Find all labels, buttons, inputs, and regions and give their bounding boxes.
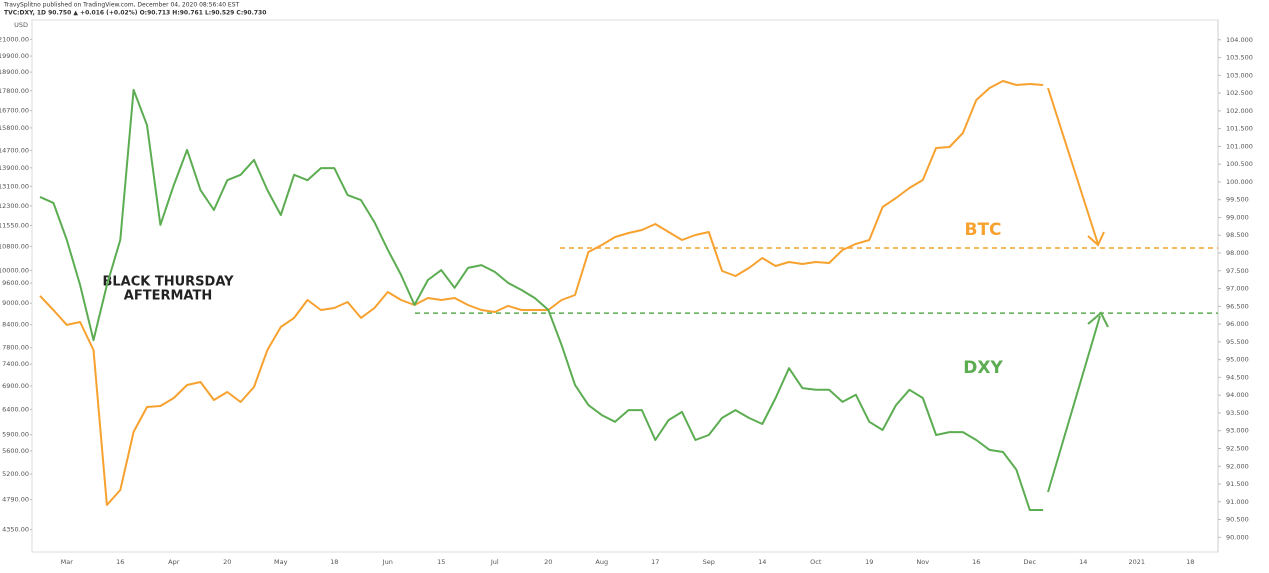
annotation: AFTERMATH xyxy=(124,289,212,304)
y2-tick-label: 92.000 xyxy=(1226,462,1249,470)
y2-tick-label: 102.000 xyxy=(1226,107,1253,115)
y-tick-label: 10800.00 xyxy=(0,242,29,250)
y-tick-label: 8400.00 xyxy=(2,321,29,329)
y-tick-label: 4350.00 xyxy=(2,526,29,534)
x-tick-label: Oct xyxy=(810,558,822,566)
y-tick-label: 5900.00 xyxy=(2,431,29,439)
y-tick-label: 18900.00 xyxy=(0,68,29,76)
x-tick-label: Jun xyxy=(382,558,393,566)
y-tick-label: 5200.00 xyxy=(2,470,29,478)
y-tick-label: 14700.00 xyxy=(0,146,29,154)
x-tick-label: Mar xyxy=(61,558,74,566)
y2-tick-label: 100.000 xyxy=(1226,178,1253,186)
y2-tick-label: 95.500 xyxy=(1226,338,1249,346)
y2-tick-label: 93.500 xyxy=(1226,409,1249,417)
y2-tick-label: 90.500 xyxy=(1226,516,1249,524)
y2-tick-label: 98.000 xyxy=(1226,249,1249,257)
x-tick-label: Aug xyxy=(595,558,608,566)
y-tick-label: 7800.00 xyxy=(2,344,29,352)
y-tick-label: 13100.00 xyxy=(0,182,29,190)
y2-tick-label: 101.000 xyxy=(1226,142,1253,150)
y-tick-label: 12300.00 xyxy=(0,202,29,210)
y-tick-label: 21000.00 xyxy=(0,35,29,43)
x-tick-label: Jul xyxy=(490,558,499,566)
series-label: DXY xyxy=(963,358,1003,378)
x-tick-label: 15 xyxy=(437,558,445,566)
x-tick-label: Apr xyxy=(168,558,180,566)
x-tick-label: Dec xyxy=(1023,558,1036,566)
y2-tick-label: 96.000 xyxy=(1226,320,1249,328)
y2-tick-label: 93.000 xyxy=(1226,427,1249,435)
y-tick-label: 6400.00 xyxy=(2,405,29,413)
y-tick-label: 10000.00 xyxy=(0,266,29,274)
series-line xyxy=(39,88,1044,511)
y2-tick-label: 94.000 xyxy=(1226,391,1249,399)
y2-tick-label: 90.000 xyxy=(1226,533,1249,541)
x-tick-label: Nov xyxy=(916,558,929,566)
y2-tick-label: 99.000 xyxy=(1226,213,1249,221)
y-tick-label: 13900.00 xyxy=(0,164,29,172)
x-tick-label: 14 xyxy=(1079,558,1087,566)
x-tick-label: May xyxy=(274,558,288,566)
y-tick-label: 11550.00 xyxy=(0,221,29,229)
y2-tick-label: 104.000 xyxy=(1226,36,1253,44)
x-tick-label: 18 xyxy=(1186,558,1194,566)
annotation: BLACK THURSDAY xyxy=(102,275,234,290)
x-tick-label: 14 xyxy=(758,558,766,566)
x-tick-label: 2021 xyxy=(1128,558,1145,566)
y2-tick-label: 96.500 xyxy=(1226,302,1249,310)
x-tick-label: 20 xyxy=(544,558,552,566)
y2-tick-label: 102.500 xyxy=(1226,89,1253,97)
series-line xyxy=(39,80,1044,506)
arrow xyxy=(1047,87,1105,247)
chart-title: TravySplitno published on TradingView.co… xyxy=(3,2,240,9)
y2-tick-label: 92.500 xyxy=(1226,444,1249,452)
y-tick-label: 16700.00 xyxy=(0,107,29,115)
x-tick-label: 20 xyxy=(223,558,231,566)
chart-subtitle: TVC:DXY, 1D 90.750 ▲ +0.016 (+0.02%) O:9… xyxy=(4,10,266,17)
y2-tick-label: 97.000 xyxy=(1226,285,1249,293)
x-tick-label: 19 xyxy=(865,558,873,566)
series-label: BTC xyxy=(964,220,1001,240)
x-tick-label: 17 xyxy=(651,558,659,566)
x-tick-label: 16 xyxy=(116,558,124,566)
y-tick-label: 7400.00 xyxy=(2,360,29,368)
y-tick-label: 17800.00 xyxy=(0,87,29,95)
y-tick-label: 5600.00 xyxy=(2,447,29,455)
y2-tick-label: 101.500 xyxy=(1226,125,1253,133)
x-tick-label: 16 xyxy=(972,558,980,566)
y-tick-label: 15800.00 xyxy=(0,124,29,132)
y2-tick-label: 103.500 xyxy=(1226,54,1253,62)
y-tick-label: 4790.00 xyxy=(2,496,29,504)
y2-tick-label: 91.500 xyxy=(1226,480,1249,488)
x-tick-label: 18 xyxy=(330,558,338,566)
y-tick-label: 6900.00 xyxy=(2,382,29,390)
y-tick-label: 9600.00 xyxy=(2,279,29,287)
y2-tick-label: 95.000 xyxy=(1226,356,1249,364)
y2-tick-label: 100.500 xyxy=(1226,160,1253,168)
y-tick-label: 19900.00 xyxy=(0,52,29,60)
y2-tick-label: 98.500 xyxy=(1226,231,1249,239)
x-tick-label: Sep xyxy=(703,558,715,566)
y2-tick-label: 94.500 xyxy=(1226,373,1249,381)
y2-tick-label: 97.500 xyxy=(1226,267,1249,275)
y2-tick-label: 91.000 xyxy=(1226,498,1249,506)
y2-tick-label: 103.000 xyxy=(1226,71,1253,79)
y-unit: USD xyxy=(14,21,28,29)
y2-tick-label: 99.500 xyxy=(1226,196,1249,204)
y-tick-label: 9000.00 xyxy=(2,299,29,307)
